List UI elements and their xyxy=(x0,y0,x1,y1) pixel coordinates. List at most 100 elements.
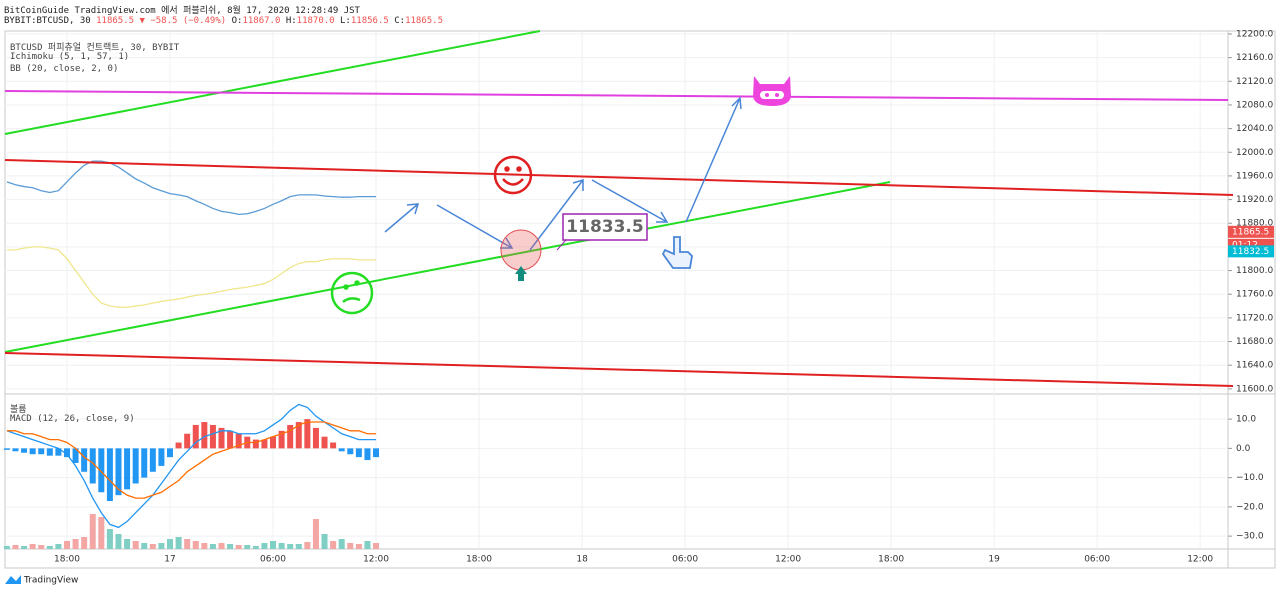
ohlc-value: 11865.5 xyxy=(405,16,443,26)
volume-bar xyxy=(98,517,105,549)
macd-histogram-bar xyxy=(124,448,131,490)
ohlc-key: L: xyxy=(340,16,351,26)
cat-icon xyxy=(753,76,791,106)
ohlc-key: C: xyxy=(394,16,406,26)
volume-bar xyxy=(63,541,70,549)
volume-bar xyxy=(192,541,199,549)
y-tick-label: 12080.0 xyxy=(1236,100,1273,110)
macd-histogram-bar xyxy=(330,442,337,449)
macd-histogram-bar xyxy=(304,419,311,449)
header-quote: BYBIT:BTCUSD, 30 11865.5 ▼ −58.5 (−0.49%… xyxy=(4,16,443,26)
macd-histogram-bar xyxy=(21,448,28,453)
ohlc: O:11867.0 H:11870.0 L:11856.5 C:11865.5 xyxy=(232,16,443,26)
trend-line xyxy=(4,181,891,353)
macd-histogram-bar xyxy=(235,433,242,449)
volume-bar xyxy=(330,541,337,549)
macd-histogram-bar xyxy=(312,427,319,449)
y-tick-label: −20.0 xyxy=(1236,502,1264,512)
legend-macd: MACD (12, 26, close, 9) xyxy=(10,414,135,424)
ohlc-value: 11856.5 xyxy=(350,16,389,26)
volume-bar xyxy=(218,543,225,549)
confused-face xyxy=(330,271,374,315)
arrows xyxy=(384,96,742,251)
volume-bar xyxy=(355,544,362,549)
volume-bar xyxy=(106,529,113,549)
macd-histogram-bar xyxy=(115,448,122,496)
logo xyxy=(5,575,21,584)
volume-bar xyxy=(209,544,216,549)
macd-histogram-bar xyxy=(3,448,10,450)
macd-histogram-bar xyxy=(158,448,165,466)
legend-title: BTCUSD 퍼피츄얼 컨트랙트, 30, BYBIT xyxy=(10,43,180,53)
brand: TradingView xyxy=(23,576,78,586)
price-note: 11833.5 xyxy=(566,217,643,237)
volume-bar xyxy=(235,545,242,549)
x-tick-label: 06:00 xyxy=(1084,555,1110,565)
macd-histogram-bar xyxy=(175,442,182,449)
y-tick-label: 11640.0 xyxy=(1236,361,1273,371)
x-tick-label: 12:00 xyxy=(775,555,801,565)
ohlc-key: H: xyxy=(285,16,297,26)
volume-bar xyxy=(373,543,380,549)
drawings xyxy=(4,30,1234,387)
y-tick-label: 11760.0 xyxy=(1236,290,1273,300)
arrow xyxy=(384,203,420,233)
price-label-bg xyxy=(1228,245,1274,258)
price-label: 11865.5 xyxy=(1232,227,1269,237)
change: ▼ −58.5 (−0.49%) xyxy=(139,16,227,26)
macd-histogram-bar xyxy=(81,448,88,472)
y-tick-label: 12040.0 xyxy=(1236,124,1273,134)
macd-histogram-bar xyxy=(63,448,70,458)
x-tick-label: 18:00 xyxy=(54,555,80,565)
macd-histogram-bar xyxy=(89,448,96,484)
macd-histogram-bar xyxy=(355,448,362,458)
macd-histogram-bar xyxy=(98,448,105,493)
x-tick-label: 12:00 xyxy=(1187,555,1213,565)
y-tick-label: 11800.0 xyxy=(1236,266,1273,276)
macd-histogram-bar xyxy=(12,448,19,452)
macd-histogram-bar xyxy=(252,439,259,449)
volume-bar xyxy=(244,545,251,549)
trend-line xyxy=(4,30,541,135)
arrow xyxy=(529,178,584,251)
grid: 18:00 17 06:00 12:00 18:00 18 06:00 12:00 18:00 1… xyxy=(5,29,1273,565)
arrow xyxy=(685,96,742,223)
volume-bar xyxy=(338,539,345,549)
y-tick-label: 11920.0 xyxy=(1236,195,1273,205)
volume-bar xyxy=(124,539,131,549)
macd-histogram-bar xyxy=(106,448,113,502)
price-label: 01:12 xyxy=(1232,240,1258,250)
volume-bar xyxy=(167,539,174,549)
macd-histogram-bar xyxy=(46,448,53,456)
volume-bar xyxy=(321,534,328,549)
y-tick-label: 12000.0 xyxy=(1236,148,1273,158)
macd-histogram-bar xyxy=(373,448,380,458)
macd-histogram-bar xyxy=(149,448,156,472)
price-note-box xyxy=(562,213,648,241)
legend-indicator: Ichimoku (5, 1, 57, 1) xyxy=(10,52,130,62)
x-tick-label: 18:00 xyxy=(466,555,492,565)
macd-histogram-bar xyxy=(218,427,225,449)
y-tick-label: −10.0 xyxy=(1236,473,1264,483)
volume-bar xyxy=(132,541,139,549)
bb-upper xyxy=(6,160,377,216)
volume-bar xyxy=(252,546,259,549)
macd-histogram-bar xyxy=(167,448,174,458)
header-title: BitCoinGuide TradingView.com 에서 퍼블리쉬, 8월… xyxy=(4,6,360,16)
volume-bar xyxy=(287,544,294,549)
macd-histogram-bar xyxy=(38,448,45,455)
arrow xyxy=(436,204,514,249)
macd-histogram-bar xyxy=(261,439,268,449)
price-label-bg xyxy=(1228,225,1274,238)
macd-histogram-bar xyxy=(29,448,36,455)
volume-bar xyxy=(278,543,285,549)
y-tick-label: 12120.0 xyxy=(1236,77,1273,87)
ohlc-value: 11867.0 xyxy=(242,16,281,26)
y-tick-label: 0.0 xyxy=(1236,444,1251,454)
macd-histogram-bar xyxy=(72,448,79,463)
x-tick-label: 12:00 xyxy=(363,555,389,565)
volume-bar xyxy=(29,544,36,549)
volume-bar xyxy=(201,543,208,549)
macd-histogram-bar xyxy=(287,424,294,449)
volume-bar xyxy=(175,537,182,549)
